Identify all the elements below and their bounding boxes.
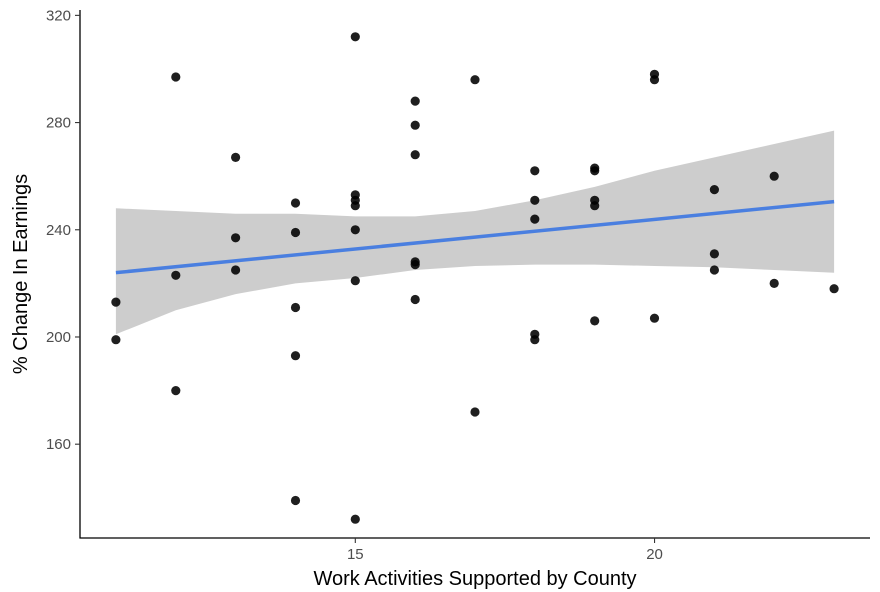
data-point [590,166,600,176]
x-axis-title: Work Activities Supported by County [313,568,636,590]
data-point [530,195,540,205]
data-point [530,166,540,176]
data-point [171,72,181,82]
trend-line-layer [115,199,835,275]
data-point [470,75,480,85]
data-point [350,514,360,524]
data-point [410,260,420,270]
x-tick-label: 20 [646,546,663,563]
y-axis-title: % Change In Earnings [10,174,32,374]
data-point [530,214,540,224]
data-point [231,233,241,243]
data-point [410,294,420,305]
data-point [350,32,360,42]
data-point [590,316,600,326]
y-tick-label: 200 [46,329,71,346]
axes: 160 200 240 280 320 15 20 [46,7,870,563]
y-tick-label: 280 [46,115,71,132]
data-point [111,335,121,345]
data-point [290,351,301,361]
data-point [410,96,420,106]
x-tick-label: 15 [347,546,364,563]
data-point [290,302,301,313]
data-point [470,407,480,417]
data-point [231,152,241,162]
data-point [709,249,720,259]
data-point [290,198,301,208]
data-point [709,185,720,195]
data-point [829,284,839,294]
data-point [769,171,779,181]
data-point [290,227,301,238]
data-point [350,225,360,235]
data-point [350,201,360,211]
data-point [410,150,420,160]
y-tick-label: 240 [46,222,71,239]
data-points-layer [111,32,839,524]
data-point [590,201,600,211]
confidence-band-layer [115,130,835,335]
data-point [709,265,720,275]
data-point [649,313,660,323]
y-tick-label: 320 [46,7,71,24]
data-point [649,75,660,85]
data-point [290,495,301,506]
data-point [410,120,420,130]
confidence-band [115,130,835,335]
data-point [171,386,181,396]
data-point [171,270,181,280]
data-point [350,276,360,286]
data-point [769,278,779,288]
y-tick-label: 160 [46,436,71,453]
data-point [111,297,121,307]
data-point [231,265,241,275]
data-point [530,335,540,345]
trend-line [115,199,835,275]
